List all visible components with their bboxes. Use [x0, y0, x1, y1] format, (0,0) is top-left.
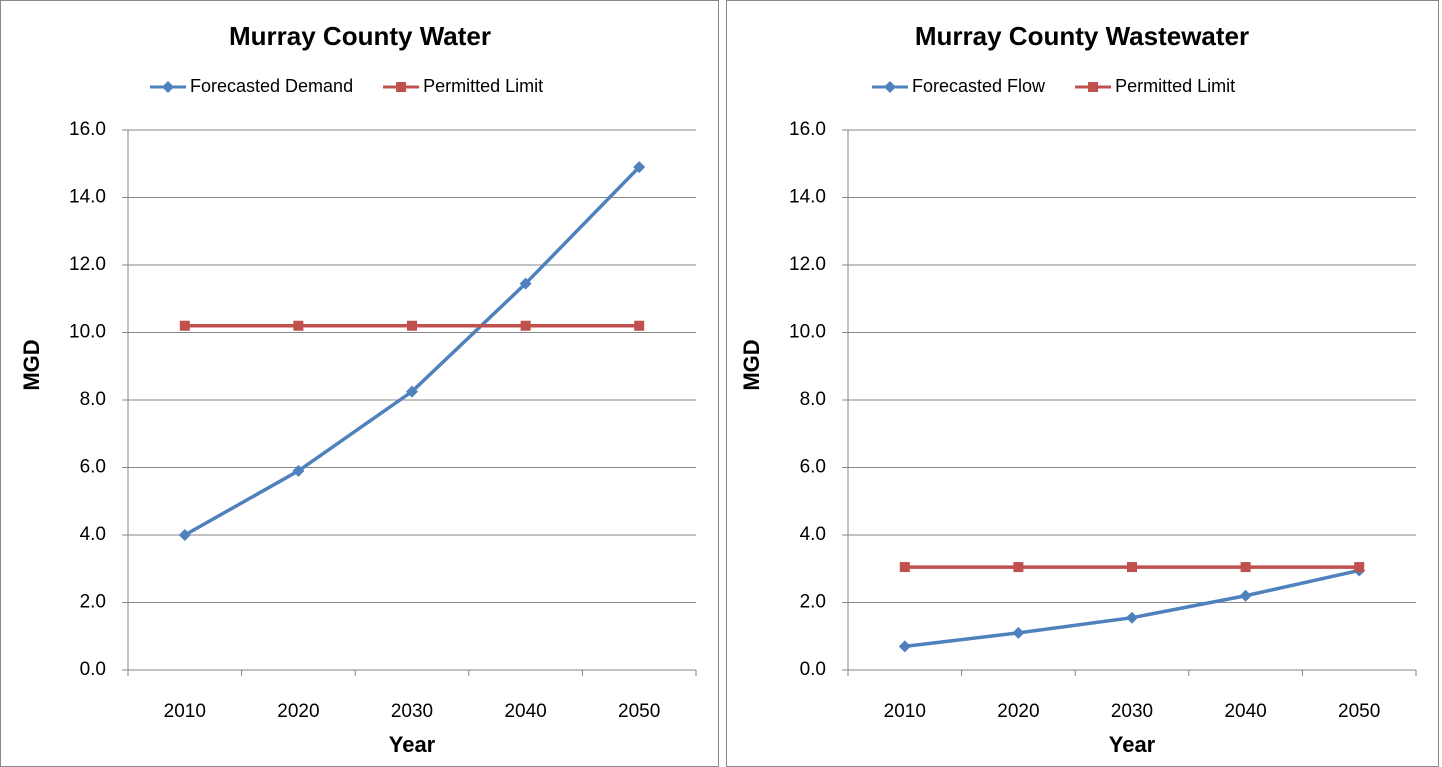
- x-tick-label: 2040: [1224, 701, 1266, 722]
- y-tick-label: 4.0: [800, 524, 826, 545]
- data-point: [520, 320, 531, 331]
- panel-border: [726, 0, 1439, 767]
- y-tick-label: 14.0: [69, 187, 106, 208]
- chart-title: Murray County Water: [229, 21, 491, 51]
- x-axis-label: Year: [389, 732, 436, 757]
- y-tick-label: 4.0: [80, 524, 106, 545]
- data-point: [634, 320, 645, 331]
- data-point: [633, 161, 646, 174]
- x-axis-label: Year: [1109, 732, 1156, 757]
- data-point: [293, 320, 304, 331]
- panel-border: [0, 0, 719, 767]
- x-tick-label: 2010: [884, 701, 926, 722]
- x-tick-label: 2030: [391, 701, 433, 722]
- data-point: [1354, 562, 1365, 573]
- x-tick-label: 2020: [277, 701, 319, 722]
- data-point: [898, 640, 911, 653]
- y-tick-label: 14.0: [789, 187, 826, 208]
- y-tick-label: 16.0: [69, 119, 106, 140]
- x-tick-label: 2020: [997, 701, 1039, 722]
- data-point: [1012, 626, 1025, 639]
- data-point: [179, 320, 190, 331]
- y-tick-label: 10.0: [789, 322, 826, 343]
- data-point: [1126, 611, 1138, 624]
- data-point: [406, 385, 418, 398]
- data-point: [178, 529, 191, 541]
- y-tick-label: 2.0: [800, 592, 826, 613]
- chart: Murray County Water 0.0 2.0 4.0 6.0 8.0 10.0 12…: [19, 21, 697, 757]
- data-point: [1088, 82, 1099, 92]
- y-tick-label: 10.0: [69, 322, 106, 343]
- data-point: [519, 277, 532, 290]
- y-axis-label: MGD: [19, 339, 44, 390]
- y-tick-label: 8.0: [80, 389, 106, 410]
- y-tick-label: 6.0: [80, 457, 106, 478]
- x-tick-label: 2030: [1111, 701, 1153, 722]
- y-tick-label: 0.0: [800, 659, 826, 680]
- x-tick-label: 2010: [164, 701, 206, 722]
- x-tick-label: 2040: [504, 701, 546, 722]
- data-point: [407, 320, 417, 331]
- x-tick-label: 2050: [1338, 701, 1380, 722]
- data-point: [292, 464, 305, 477]
- chart: Murray County Wastewater 0.0 2.0 4.0 6.0 8.0 1…: [739, 21, 1417, 757]
- data-point: [1013, 562, 1024, 573]
- y-tick-label: 6.0: [800, 457, 826, 478]
- y-tick-label: 8.0: [800, 389, 826, 410]
- legend-label: Permitted Limit: [423, 76, 543, 96]
- data-point: [1127, 562, 1137, 573]
- legend-label: Permitted Limit: [1115, 76, 1235, 96]
- data-point: [884, 81, 896, 93]
- y-tick-label: 0.0: [80, 659, 106, 680]
- data-point: [396, 82, 407, 92]
- y-tick-label: 12.0: [69, 254, 106, 275]
- data-point: [1239, 589, 1252, 602]
- data-point: [1240, 562, 1251, 573]
- y-tick-label: 16.0: [789, 119, 826, 140]
- legend-label: Forecasted Demand: [190, 76, 353, 96]
- y-tick-label: 2.0: [80, 592, 106, 613]
- data-point: [162, 81, 174, 93]
- x-tick-label: 2050: [618, 701, 660, 722]
- data-point: [899, 562, 910, 573]
- y-tick-label: 12.0: [789, 254, 826, 275]
- legend-label: Forecasted Flow: [912, 76, 1046, 96]
- y-axis-label: MGD: [739, 339, 764, 390]
- chart-title: Murray County Wastewater: [915, 21, 1249, 51]
